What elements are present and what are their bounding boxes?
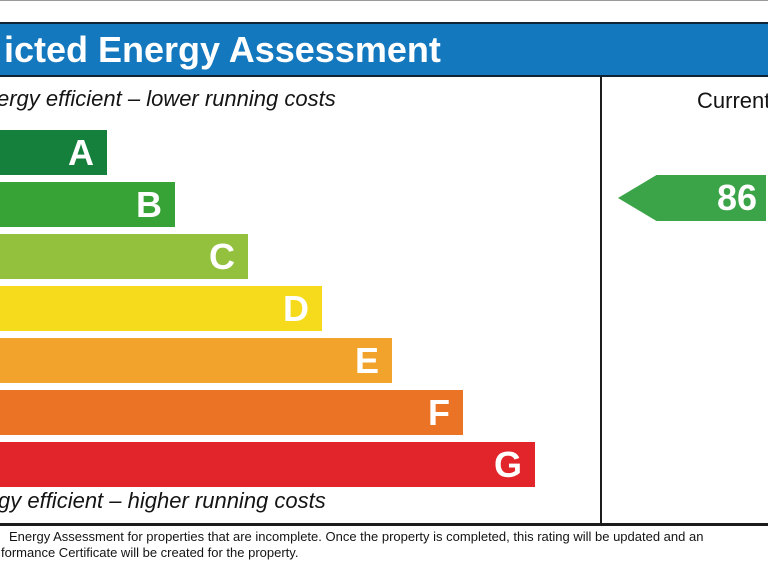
band-letter: F (428, 392, 450, 433)
disclaimer-line-2: formance Certificate will be created for… (1, 545, 299, 560)
band-letter: G (493, 444, 522, 485)
header-bar: icted Energy Assessment (0, 22, 768, 77)
band-letter: D (283, 288, 309, 329)
epc-band-e: E (0, 338, 392, 383)
bottom-caption: gy efficient – higher running costs (0, 488, 326, 513)
band-letter: C (209, 236, 235, 277)
top-caption: ergy efficient – lower running costs (0, 86, 336, 111)
current-rating-arrow: 86 (618, 175, 766, 221)
current-rating-value: 86 (716, 177, 757, 218)
band-letter: B (136, 184, 162, 225)
column-divider-line (600, 77, 602, 526)
disclaimer-line-1: Energy Assessment for properties that ar… (9, 529, 704, 544)
epc-band-c: C (0, 234, 248, 279)
epc-band-d: D (0, 286, 322, 331)
epc-band-g: G (0, 442, 535, 487)
disclaimer-footer: Energy Assessment for properties that ar… (0, 529, 768, 561)
chart-bottom-border (0, 523, 768, 526)
band-letter: A (68, 132, 94, 173)
crop-edge-line (0, 0, 768, 1)
epc-band-a: A (0, 130, 107, 175)
page-title: icted Energy Assessment (4, 29, 441, 70)
epc-band-b: B (0, 182, 175, 227)
epc-band-f: F (0, 390, 463, 435)
epc-bands: A B C D E F G (0, 130, 535, 494)
current-column-header: Current (697, 88, 768, 113)
band-letter: E (354, 340, 379, 381)
